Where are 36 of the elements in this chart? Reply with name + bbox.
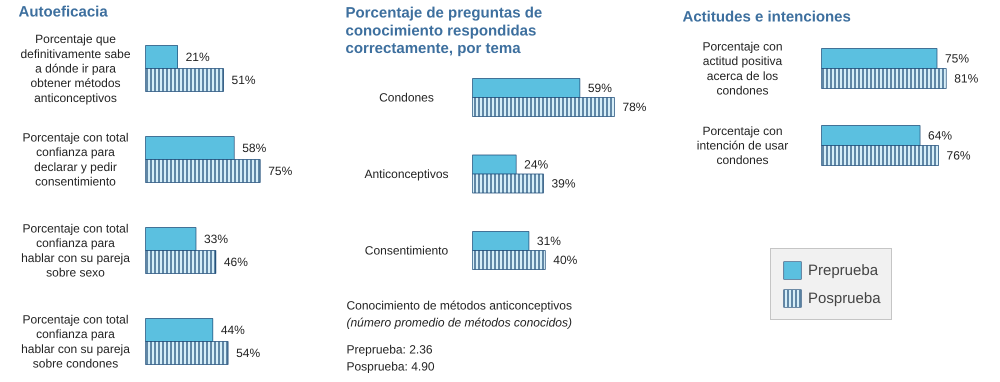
data-label: 78% bbox=[622, 100, 647, 114]
y-tick-label: Porcentaje con actitud positiva acerca de los condones bbox=[702, 39, 783, 98]
y-tick-label: Porcentaje con total confianza para declarar y pedir consentimiento bbox=[22, 130, 129, 189]
data-label: 44% bbox=[220, 323, 246, 337]
data-label: 76% bbox=[946, 148, 971, 162]
text: (número promedio de métodos conocidos) bbox=[346, 316, 572, 330]
legend-label: Preprueba bbox=[808, 262, 878, 278]
data-label: 58% bbox=[242, 141, 267, 155]
chart-title: Autoeficacia bbox=[18, 4, 108, 20]
chart-title: Porcentaje de preguntas de conocimiento respondidas correctamente, por tema bbox=[346, 4, 542, 58]
data-label: 51% bbox=[232, 73, 256, 87]
y-tick-label: Porcentaje con intención de usar condones bbox=[696, 124, 788, 168]
data-label: 33% bbox=[204, 232, 228, 246]
y-tick-label: Anticonceptivos bbox=[364, 167, 449, 181]
data-label: 59% bbox=[588, 81, 612, 95]
data-label: 75% bbox=[945, 52, 970, 66]
data-label: 54% bbox=[236, 346, 260, 360]
data-label: 31% bbox=[536, 234, 562, 248]
text: Posprueba: 4.90 bbox=[346, 360, 435, 374]
y-tick-label: Porcentaje con total confianza para hablar con su pareja sobre condones bbox=[21, 312, 130, 371]
y-tick-label: Consentimiento bbox=[364, 244, 449, 258]
legend-label: Posprueba bbox=[808, 290, 881, 306]
text: Conocimiento de métodos anticonceptivos bbox=[346, 298, 572, 312]
data-label: 39% bbox=[551, 176, 576, 190]
data-label: 46% bbox=[224, 255, 248, 269]
chart-title: Actitudes e intenciones bbox=[682, 8, 851, 26]
data-label: 64% bbox=[928, 128, 952, 142]
data-label: 81% bbox=[954, 72, 979, 86]
y-tick-label: Porcentaje que definitivamente sabe a dónde ir para obtener métodos anticonceptivos bbox=[20, 32, 131, 105]
text: Preprueba: 2.36 bbox=[346, 342, 433, 356]
data-label: 21% bbox=[186, 50, 210, 64]
data-label: 75% bbox=[268, 164, 293, 178]
data-label: 24% bbox=[524, 158, 549, 172]
y-tick-label: Porcentaje con total confianza para hablar con su pareja sobre sexo bbox=[21, 221, 130, 280]
y-tick-label: Condones bbox=[379, 90, 434, 104]
data-label: 40% bbox=[553, 253, 578, 267]
